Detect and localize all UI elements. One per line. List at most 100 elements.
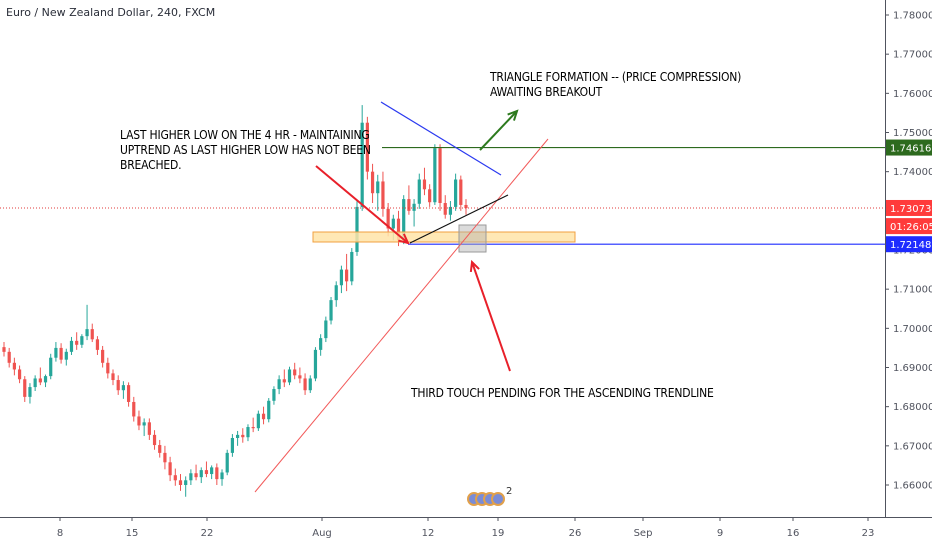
arrow-third-touch-head <box>469 259 480 273</box>
candle-body <box>101 349 105 363</box>
y-tick-label: 1.71000 <box>893 285 932 296</box>
event-icon[interactable] <box>491 492 505 506</box>
y-tick-label: 1.77000 <box>893 50 932 61</box>
y-tick-label: 1.74000 <box>893 167 932 178</box>
candle-body <box>75 340 79 345</box>
arrow-higher-low-head <box>398 233 410 245</box>
candle-body <box>163 452 167 463</box>
chart-title: Euro / New Zealand Dollar, 240, FXCM <box>6 6 216 19</box>
pending-touch-box <box>458 224 487 253</box>
candle-body <box>241 434 245 438</box>
price-label-box <box>886 236 932 253</box>
candle-body <box>210 467 214 475</box>
candles <box>2 105 468 497</box>
candle-body <box>147 422 151 435</box>
candle-body <box>85 329 89 337</box>
x-tick-label: 9 <box>717 528 723 539</box>
price-label-box <box>886 218 932 235</box>
candle-body <box>111 373 115 381</box>
events-marker[interactable]: 2 <box>467 486 512 511</box>
candle-body <box>142 422 146 426</box>
arrow-third-touch <box>469 259 511 372</box>
x-tick-label: 23 <box>862 528 875 539</box>
arrow-triangle-shaft <box>479 110 518 151</box>
candle-body <box>12 362 16 370</box>
candle-body <box>126 385 131 402</box>
candle-body <box>158 445 162 453</box>
arrow-third-touch-shaft <box>471 261 511 372</box>
candle-body <box>339 269 344 286</box>
candle-body <box>230 438 235 453</box>
candle-body <box>28 387 32 397</box>
candle-body <box>178 480 183 485</box>
candle-body <box>261 413 266 420</box>
candle-body <box>303 378 307 391</box>
y-tick-label: 1.66000 <box>893 481 932 492</box>
candle-body <box>422 179 427 190</box>
annotation-third-touch: THIRD TOUCH PENDING FOR THE ASCENDING TR… <box>411 386 714 400</box>
candle-body <box>319 338 323 350</box>
candle-body <box>298 375 302 379</box>
arrow-triangle-head <box>507 109 519 121</box>
candle-body <box>459 179 463 205</box>
candle-body <box>313 349 318 379</box>
y-tick-label: 1.75000 <box>893 128 932 139</box>
candle-body <box>199 470 203 478</box>
price-label-text: 01:26:05 <box>890 222 932 233</box>
candle-body <box>454 179 458 207</box>
candle-body <box>277 379 281 390</box>
drawings <box>0 101 885 493</box>
candle-body <box>152 434 157 446</box>
candle-body <box>272 389 276 401</box>
candle-body <box>433 148 437 203</box>
candle-body <box>235 434 240 438</box>
candle-body <box>173 475 177 481</box>
y-tick-label: 1.68000 <box>893 402 932 413</box>
x-tick-label: Aug <box>312 528 332 539</box>
candle-body <box>137 416 141 426</box>
candle-body <box>220 472 224 480</box>
candle-body <box>43 376 48 383</box>
y-tick-label: 1.69000 <box>893 363 932 374</box>
candle-body <box>168 462 172 476</box>
annotation-triangle: TRIANGLE FORMATION -- (PRICE COMPRESSION… <box>490 70 742 99</box>
candle-body <box>121 385 125 391</box>
arrow-higher-low <box>315 165 410 245</box>
annotation-higher-low: LAST HIGHER LOW ON THE 4 HR - MAINTAININ… <box>120 128 371 172</box>
candle-body <box>365 122 369 172</box>
x-tick-label: 19 <box>492 528 505 539</box>
candle-body <box>381 181 385 209</box>
candle-body <box>293 369 297 376</box>
candle-body <box>23 379 27 397</box>
candle-body <box>308 378 312 391</box>
candle-body <box>80 336 84 345</box>
support-zone <box>312 231 576 243</box>
candle-body <box>106 362 110 374</box>
candle-body <box>33 378 37 388</box>
candle-body <box>2 347 6 352</box>
candle-body <box>370 171 375 194</box>
candle-body <box>251 427 255 429</box>
price-label-box <box>886 139 932 156</box>
candle-body <box>189 473 193 481</box>
candle-body <box>417 179 421 204</box>
candle-body <box>287 369 292 383</box>
candle-body <box>402 199 406 241</box>
candle-body <box>246 427 250 438</box>
candle-body <box>95 339 100 350</box>
candle-body <box>184 480 188 485</box>
candle-body <box>428 189 432 203</box>
candle-body <box>69 340 74 352</box>
candle-body <box>7 351 11 363</box>
candle-body <box>350 251 354 282</box>
candle-body <box>438 148 442 203</box>
x-tick-label: Sep <box>634 528 653 539</box>
candle-body <box>282 379 286 383</box>
x-tick-label: 16 <box>787 528 800 539</box>
candle-body <box>49 357 53 377</box>
candle-body <box>204 470 209 475</box>
price-label-text: 1.73073 <box>890 204 931 215</box>
candle-body <box>324 320 328 339</box>
